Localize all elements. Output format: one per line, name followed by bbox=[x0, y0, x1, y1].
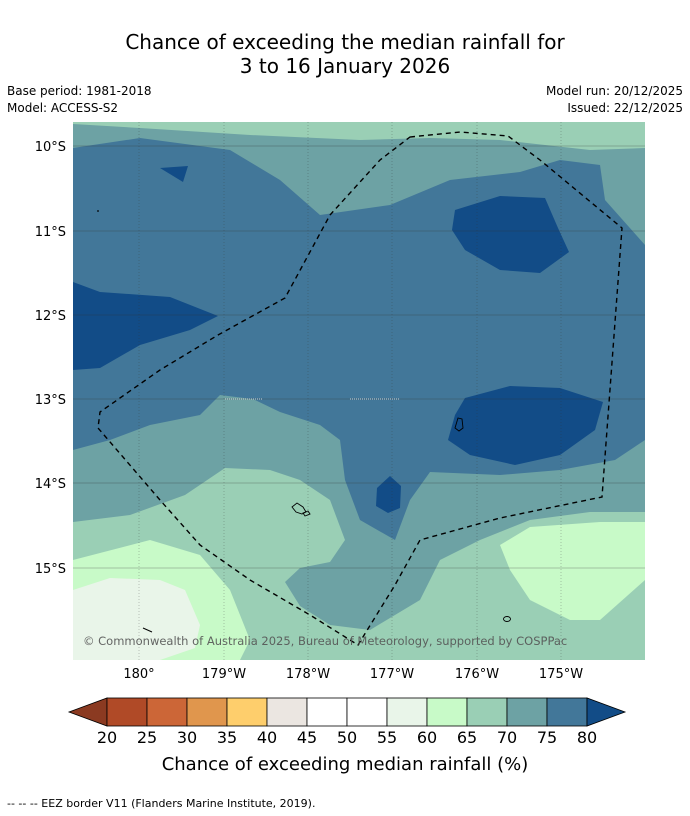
copyright-text: © Commonwealth of Australia 2025, Bureau… bbox=[83, 634, 567, 648]
colorbar-tick-50: 50 bbox=[337, 728, 357, 747]
colorbar-segment-65 bbox=[466, 697, 508, 727]
contour-65-70-top bbox=[73, 122, 645, 150]
contour-60-65-southeast bbox=[500, 522, 645, 620]
colorbar-under-arrow bbox=[67, 697, 108, 727]
title-line-2: 3 to 16 January 2026 bbox=[239, 54, 451, 78]
lat-label-11s: 11°S bbox=[35, 225, 66, 240]
title-line-1: Chance of exceeding the median rainfall … bbox=[125, 30, 565, 54]
colorbar-segment-20 bbox=[106, 697, 148, 727]
lat-label-14s: 14°S bbox=[35, 477, 66, 492]
colorbar-segment-40 bbox=[266, 697, 308, 727]
map-panel: © Commonwealth of Australia 2025, Bureau… bbox=[73, 122, 645, 660]
issued-date: Issued: 22/12/2025 bbox=[567, 101, 683, 115]
meta-left: Base period: 1981-2018 Model: ACCESS-S2 bbox=[7, 83, 152, 117]
lon-labels: 180° 179°W 178°W 177°W 176°W 175°W bbox=[123, 667, 583, 682]
colorbar-tick-80: 80 bbox=[577, 728, 597, 747]
contour-80-east bbox=[448, 386, 603, 465]
colorbar-tick-25: 25 bbox=[137, 728, 157, 747]
lon-label-178w: 178°W bbox=[286, 667, 330, 682]
colorbar-segment-25 bbox=[146, 697, 188, 727]
contour-55-60 bbox=[73, 578, 200, 660]
map-title: Chance of exceeding the median rainfall … bbox=[0, 30, 690, 78]
eez-footnote: -- -- -- EEZ border V11 (Flanders Marine… bbox=[7, 797, 316, 810]
model-name: Model: ACCESS-S2 bbox=[7, 101, 119, 115]
colorbar-label: Chance of exceeding median rainfall (%) bbox=[162, 754, 529, 775]
colorbar-tick-35: 35 bbox=[217, 728, 237, 747]
colorbar: 20 25 30 35 40 45 50 55 60 65 70 75 80 bbox=[67, 697, 627, 747]
contour-80-small bbox=[376, 476, 401, 513]
colorbar-tick-30: 30 bbox=[177, 728, 197, 747]
island-6 bbox=[97, 210, 99, 212]
colorbar-segment-55 bbox=[386, 697, 428, 727]
island-5 bbox=[142, 627, 153, 633]
island-4 bbox=[503, 616, 511, 622]
colorbar-tick-45: 45 bbox=[297, 728, 317, 747]
contour-80-tiny bbox=[160, 166, 188, 182]
colorbar-tick-60: 60 bbox=[417, 728, 437, 747]
meta-right: Model run: 20/12/2025 Issued: 22/12/2025 bbox=[546, 83, 683, 117]
lat-label-15s: 15°S bbox=[35, 562, 66, 577]
colorbar-segment-75 bbox=[546, 697, 588, 727]
lat-label-10s: 10°S bbox=[35, 140, 66, 155]
gridlines bbox=[73, 122, 645, 660]
colorbar-tick-20: 20 bbox=[97, 728, 117, 747]
contour-80-northeast bbox=[452, 196, 569, 273]
island-1 bbox=[454, 417, 464, 432]
contour-80-left bbox=[73, 282, 218, 370]
colorbar-tick-55: 55 bbox=[377, 728, 397, 747]
colorbar-over-arrow bbox=[586, 697, 627, 727]
colorbar-segment-60 bbox=[426, 697, 468, 727]
lon-label-175w: 175°W bbox=[539, 667, 583, 682]
lon-label-180: 180° bbox=[123, 667, 154, 682]
lat-labels: 10°S 11°S 12°S 13°S 14°S 15°S bbox=[35, 140, 66, 577]
colorbar-tick-65: 65 bbox=[457, 728, 477, 747]
colorbar-tick-40: 40 bbox=[257, 728, 277, 747]
colorbar-segment-50 bbox=[346, 697, 388, 727]
lat-label-13s: 13°S bbox=[35, 393, 66, 408]
lat-label-12s: 12°S bbox=[35, 309, 66, 324]
colorbar-tick-70: 70 bbox=[497, 728, 517, 747]
colorbar-segment-70 bbox=[506, 697, 548, 727]
lon-label-177w: 177°W bbox=[370, 667, 414, 682]
model-run: Model run: 20/12/2025 bbox=[545, 84, 683, 98]
lon-label-176w: 176°W bbox=[455, 667, 499, 682]
eez-border bbox=[97, 131, 623, 646]
lon-label-179w: 179°W bbox=[202, 667, 246, 682]
island-3 bbox=[302, 510, 311, 517]
colorbar-segment-30 bbox=[186, 697, 228, 727]
colorbar-tick-75: 75 bbox=[537, 728, 557, 747]
colorbar-segment-35 bbox=[226, 697, 268, 727]
colorbar-segment-45 bbox=[306, 697, 348, 727]
base-period: Base period: 1981-2018 bbox=[7, 84, 152, 98]
